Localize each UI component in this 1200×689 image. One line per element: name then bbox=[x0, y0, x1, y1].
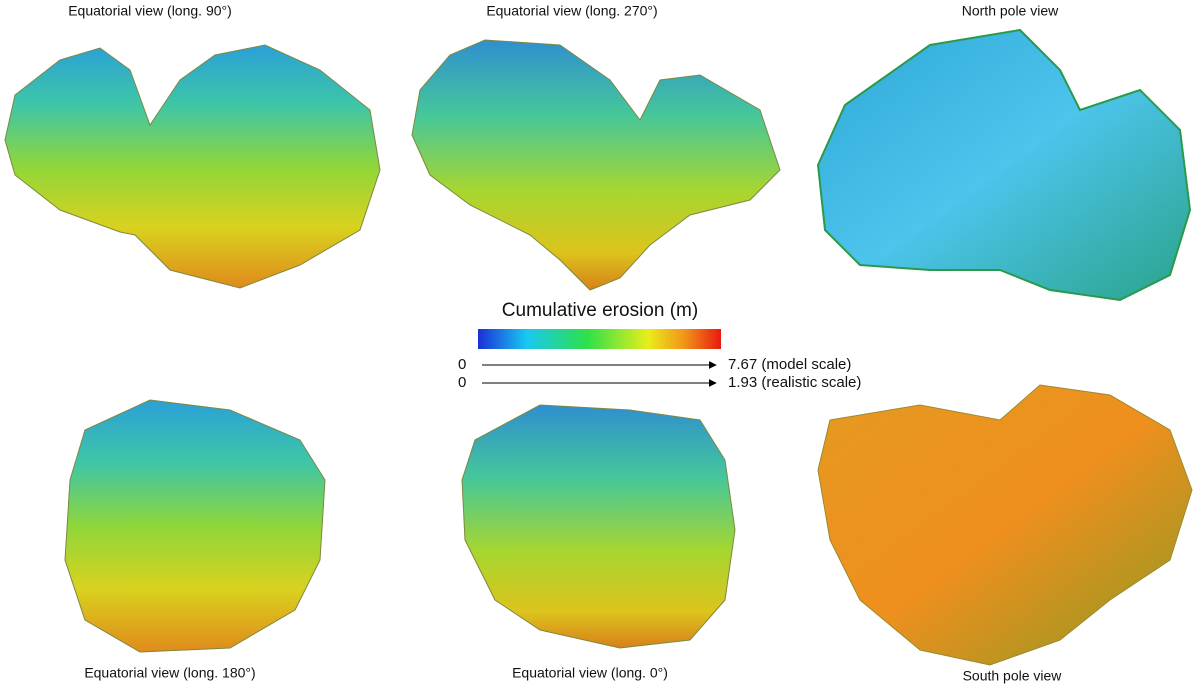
view-label: North pole view bbox=[962, 3, 1059, 19]
view-label: Equatorial view (long. 180°) bbox=[84, 665, 255, 681]
comet-view bbox=[411, 39, 781, 291]
view-label: South pole view bbox=[963, 668, 1063, 684]
view-label: Equatorial view (long. 270°) bbox=[486, 3, 657, 19]
scale-max: 1.93 (realistic scale) bbox=[728, 374, 861, 391]
comet-view bbox=[816, 28, 1192, 302]
colorbar bbox=[478, 329, 721, 349]
comet-view bbox=[64, 399, 326, 653]
scale-max: 7.67 (model scale) bbox=[728, 356, 851, 373]
scale-min: 0 bbox=[458, 356, 466, 373]
comet-view bbox=[817, 384, 1193, 666]
comet-view bbox=[461, 404, 736, 649]
scale-min: 0 bbox=[458, 374, 466, 391]
colorbar-title: Cumulative erosion (m) bbox=[502, 300, 698, 321]
view-label: Equatorial view (long. 0°) bbox=[512, 665, 668, 681]
comet-view bbox=[4, 44, 381, 289]
view-label: Equatorial view (long. 90°) bbox=[68, 3, 232, 19]
